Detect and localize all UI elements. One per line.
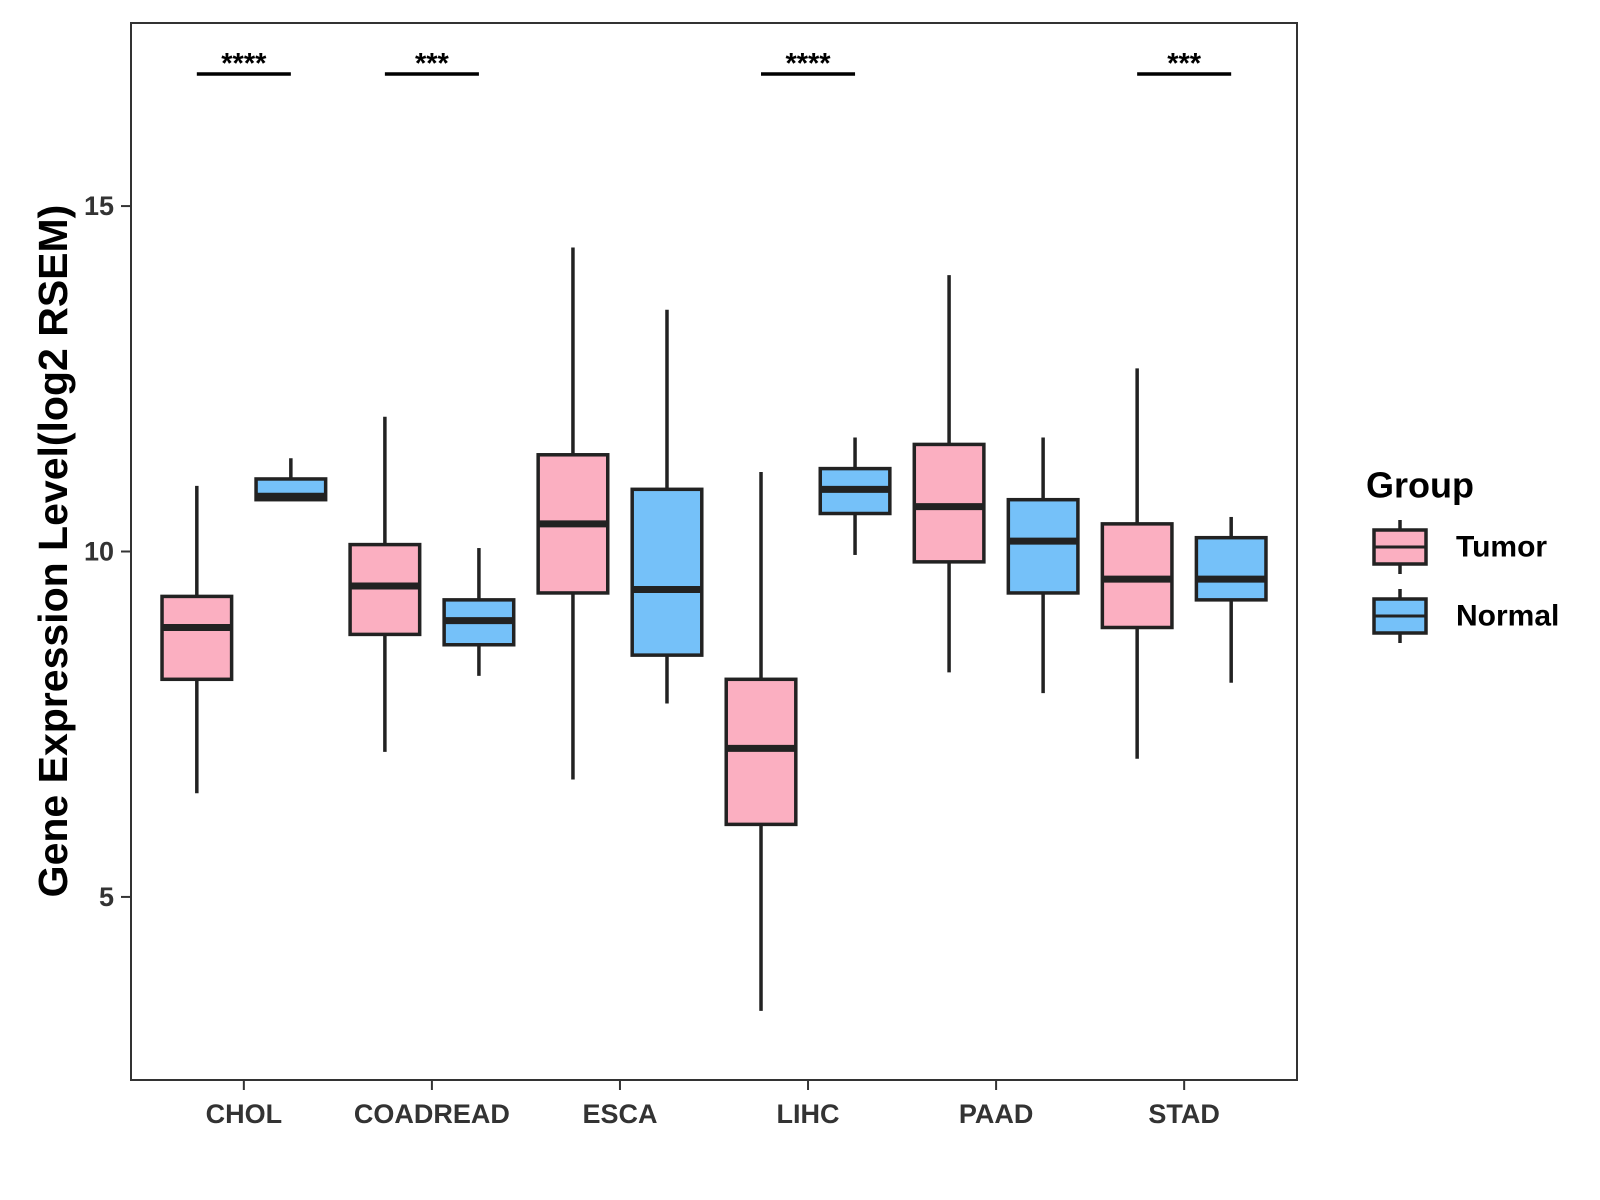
legend-title: Group	[1366, 465, 1474, 506]
box-normal-esca	[630, 309, 704, 704]
x-tick-label-paad: PAAD	[959, 1099, 1034, 1129]
x-tick-label-stad: STAD	[1148, 1099, 1220, 1129]
box-normal-stad	[1194, 516, 1268, 683]
legend: Group Tumor Normal	[1366, 465, 1559, 643]
legend-label-tumor: Tumor	[1456, 531, 1547, 564]
legend-key-normal	[1372, 589, 1428, 643]
box-tumor-esca	[536, 247, 610, 780]
x-tick-label-coadread: COADREAD	[354, 1099, 510, 1129]
y-axis: 5 10 15	[84, 191, 131, 912]
box-body-normal-stad	[1194, 535, 1268, 602]
significance-label-coadread: ***	[415, 48, 450, 80]
box-body-normal-esca	[630, 487, 704, 657]
annotations-layer: **** *** **** ***	[196, 48, 1232, 80]
box-normal-lihc	[818, 437, 892, 555]
y-tick-label-10: 10	[84, 537, 114, 567]
box-normal-chol	[254, 458, 328, 502]
legend-key-tumor	[1372, 520, 1428, 574]
x-tick-label-lihc: LIHC	[777, 1099, 840, 1129]
box-tumor-lihc	[724, 472, 798, 1011]
y-axis-label: Gene Expression Level(log2 RSEM)	[30, 205, 76, 898]
x-tick-label-chol: CHOL	[206, 1099, 283, 1129]
box-tumor-paad	[912, 275, 986, 673]
x-axis: CHOL COADREAD ESCA LIHC PAAD STAD	[206, 1080, 1220, 1129]
significance-label-chol: ****	[221, 48, 267, 80]
box-tumor-stad	[1100, 368, 1174, 759]
box-normal-coadread	[442, 548, 516, 676]
legend-label-normal: Normal	[1456, 600, 1559, 633]
box-tumor-chol	[160, 485, 234, 794]
box-tumor-coadread	[348, 416, 422, 752]
significance-label-lihc: ****	[785, 48, 831, 80]
box-body-tumor-chol	[160, 594, 234, 682]
y-tick-label-5: 5	[99, 882, 114, 912]
box-normal-paad	[1006, 437, 1080, 694]
x-tick-label-esca: ESCA	[582, 1099, 657, 1129]
box-body-normal-paad	[1006, 497, 1080, 595]
y-tick-label-15: 15	[84, 191, 114, 221]
significance-label-stad: ***	[1167, 48, 1202, 80]
boxes-layer	[160, 247, 1268, 1011]
